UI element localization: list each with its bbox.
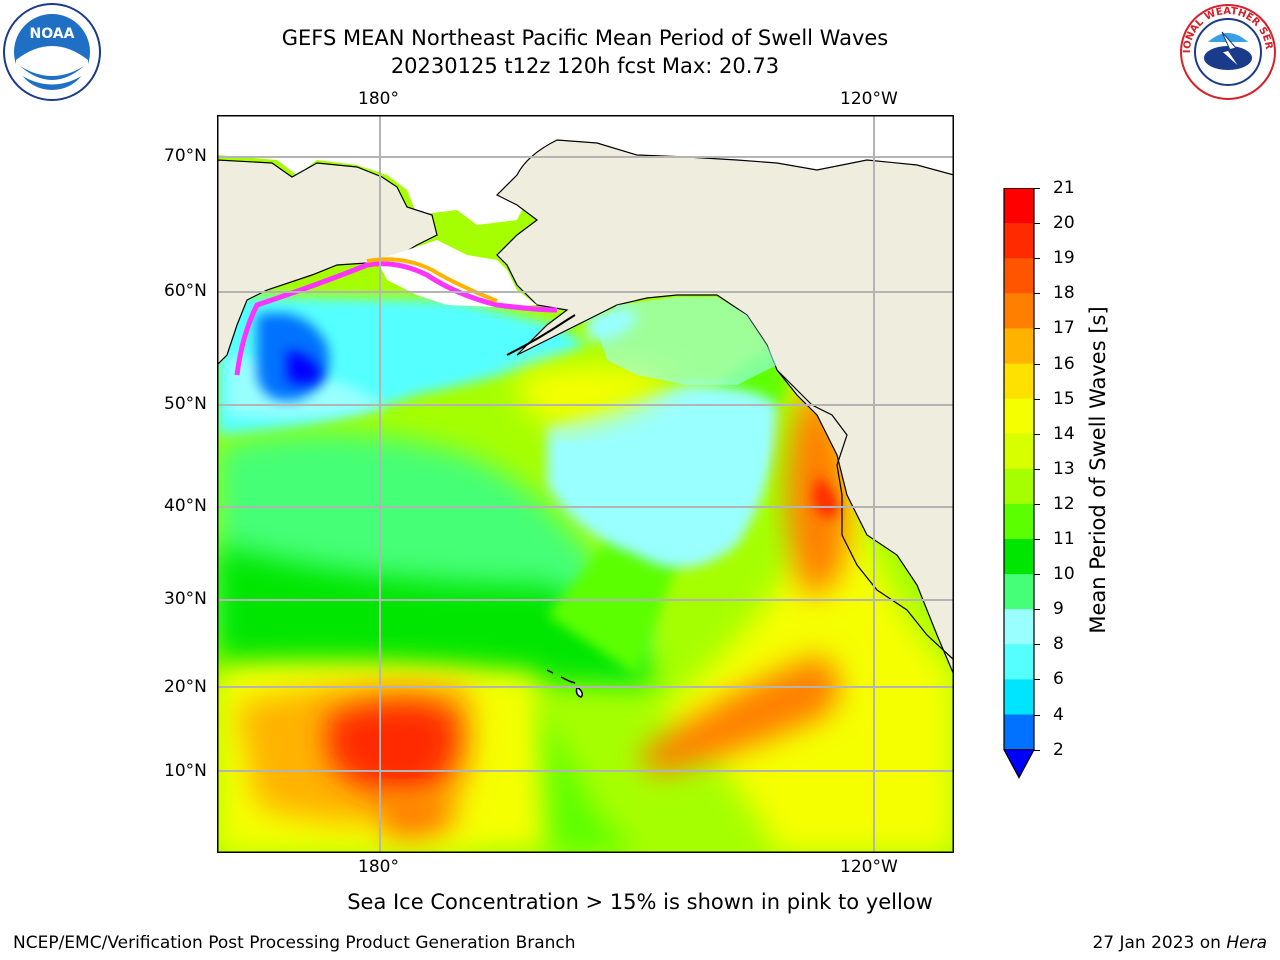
colorbar-tick-mark: [1034, 749, 1040, 751]
noaa-logo-text: NOAA: [30, 26, 75, 42]
footer-date-text: 27 Jan 2023 on: [1092, 933, 1227, 953]
colorbar-tick-label: 6: [1053, 669, 1064, 690]
colorbar-tick-label: 11: [1053, 529, 1075, 549]
colorbar-tick-mark: [1034, 609, 1040, 611]
lat-label-20n: 20°N: [164, 677, 207, 697]
colorbar-tick-label: 20: [1053, 213, 1075, 234]
colorbar-segment: [1004, 363, 1034, 400]
colorbar-segment: [1004, 188, 1034, 224]
footer-producer: NCEP/EMC/Verification Post Processing Pr…: [13, 933, 576, 953]
colorbar-segment: [1004, 328, 1034, 364]
lon-label-top-120w: 120°W: [840, 89, 898, 109]
noaa-logo: NOAA: [3, 3, 101, 101]
colorbar-title: Mean Period of Swell Waves [s]: [1086, 306, 1110, 634]
lat-label-70n: 70°N: [164, 146, 207, 166]
lat-label-10n: 10°N: [164, 761, 207, 781]
lat-label-60n: 60°N: [164, 281, 207, 301]
colorbar-tick-label: 10: [1053, 564, 1075, 585]
lon-label-bottom-120w: 120°W: [840, 857, 898, 877]
map-title: GEFS MEAN Northeast Pacific Mean Period …: [281, 26, 889, 50]
sea-ice-note: Sea Ice Concentration > 15% is shown in …: [347, 890, 933, 914]
colorbar-tick-label: 12: [1053, 493, 1075, 514]
colorbar-tick-mark: [1034, 714, 1040, 716]
aleutians: [506, 314, 576, 356]
sea-ice-edge: [234, 261, 558, 376]
colorbar-tick-label: 21: [1053, 178, 1075, 198]
orange-south-spot: [377, 792, 457, 838]
colorbar-tick-mark: [1034, 328, 1040, 330]
colorbar-segment: [1004, 644, 1034, 680]
colorbar-tick-label: 13: [1053, 458, 1075, 479]
colorbar-tick-mark: [1034, 293, 1040, 295]
hawaii-islands: [546, 669, 584, 698]
orange-southeast: [637, 655, 840, 775]
lat-label-50n: 50°N: [164, 394, 207, 414]
graticule: [217, 115, 954, 853]
footer-date: 27 Jan 2023 on Hera: [1092, 933, 1267, 953]
colorbar-tick-mark: [1034, 644, 1040, 646]
map-subtitle: 20230125 t12z 120h fcst Max: 20.73: [390, 54, 780, 78]
lon-label-top-180: 180°: [358, 89, 399, 109]
nws-logo: NATIONAL WEATHER SERVICE: [1178, 2, 1276, 100]
colorbar-segment: [1004, 714, 1034, 751]
colorbar-tick-label: 15: [1053, 388, 1075, 409]
colorbar-segment: [1004, 223, 1034, 259]
colorbar-tick-mark: [1034, 468, 1040, 470]
colorbar-segment: [1004, 258, 1034, 294]
colorbar-tick-mark: [1034, 539, 1040, 540]
gulf-of-alaska: [597, 297, 777, 385]
colorbar-segment: [1004, 539, 1034, 575]
colorbar-extend-arrow: [1003, 749, 1035, 779]
lat-label-30n: 30°N: [164, 589, 207, 609]
colorbar-tick-mark: [1034, 398, 1040, 400]
colorbar-segment: [1004, 574, 1034, 610]
colorbar-segment: [1004, 468, 1034, 505]
colorbar-tick-label: 17: [1053, 318, 1075, 339]
colorbar: [1003, 188, 1035, 779]
colorbar-tick-label: 4: [1053, 704, 1064, 725]
colorbar-segment: [1004, 679, 1034, 715]
colorbar-tick-mark: [1034, 574, 1040, 576]
colorbar-tick-mark: [1034, 433, 1040, 435]
colorbar-tick-label: 18: [1053, 283, 1075, 304]
footer-machine: Hera: [1226, 933, 1267, 953]
land-alaska: [495, 139, 954, 676]
land-siberia: [217, 159, 438, 366]
colorbar-segment: [1004, 433, 1034, 470]
swell-period-map: [217, 115, 954, 853]
colorbar-tick-label: 8: [1053, 634, 1064, 655]
deepblue-core: [287, 350, 322, 385]
lon-label-bottom-180: 180°: [358, 857, 399, 877]
colorbar-tick-label: 2: [1053, 739, 1064, 760]
bering-sea: [377, 240, 537, 307]
colorbar-tick-mark: [1034, 188, 1040, 189]
colorbar-tick-label: 16: [1053, 353, 1075, 374]
colorbar-tick-mark: [1034, 503, 1040, 505]
colorbar-segment: [1004, 503, 1034, 540]
colorbar-segment: [1004, 293, 1034, 329]
colorbar-tick-mark: [1034, 223, 1040, 225]
colorbar-tick-mark: [1034, 363, 1040, 365]
lat-label-40n: 40°N: [164, 496, 207, 516]
colorbar-tick-label: 14: [1053, 423, 1075, 444]
colorbar-segment: [1004, 609, 1034, 645]
colorbar-tick-mark: [1034, 679, 1040, 681]
yellow-gulf: [517, 365, 677, 425]
colorbar-tick-label: 9: [1053, 599, 1064, 620]
colorbar-tick-label: 19: [1053, 248, 1075, 269]
colorbar-segment: [1004, 398, 1034, 435]
cyan-central: [547, 385, 777, 568]
green-band-2: [217, 545, 657, 685]
colorbar-tick-mark: [1034, 258, 1040, 260]
